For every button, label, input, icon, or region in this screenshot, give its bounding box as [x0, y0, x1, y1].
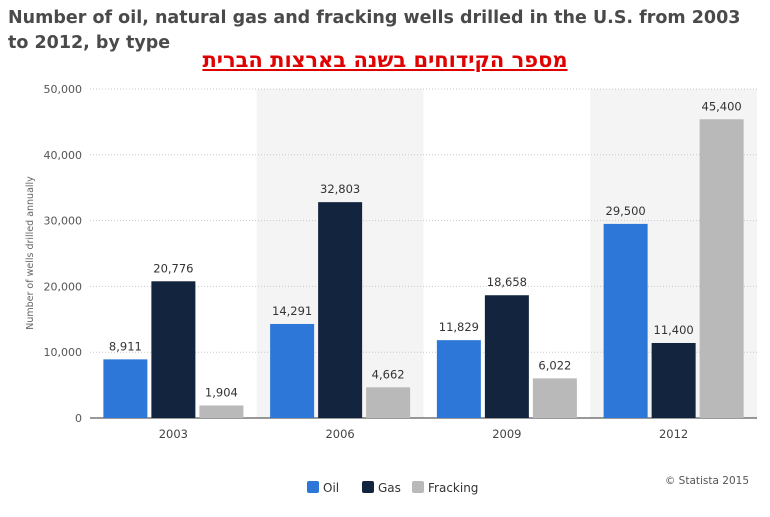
x-tick-label: 2006 [325, 427, 354, 441]
data-label: 29,500 [606, 204, 646, 218]
data-label: 4,662 [372, 367, 405, 381]
data-label: 11,400 [654, 323, 694, 337]
data-label: 20,776 [153, 261, 193, 275]
bar-fracking [366, 387, 411, 418]
legend-label-fracking[interactable]: Fracking [428, 481, 478, 495]
data-labels: 8,911 20,776 1,904 14,291 32,803 4,662 11,829 1… [109, 99, 742, 399]
legend-swatch-oil[interactable] [307, 481, 319, 493]
bar-gas [151, 281, 196, 418]
x-tick-label: 2003 [159, 427, 188, 441]
bars [103, 119, 744, 418]
y-axis-label: Number of wells drilled annually [25, 176, 36, 330]
y-tick-label: 40,000 [44, 149, 83, 162]
data-label: 14,291 [272, 304, 312, 318]
data-label: 45,400 [702, 99, 742, 113]
data-label: 8,911 [109, 339, 142, 353]
x-axis-ticks: 2003 2006 2009 2012 [159, 427, 689, 441]
x-tick-label: 2009 [492, 427, 521, 441]
bar-oil [103, 359, 148, 418]
bar-fracking [699, 119, 744, 418]
y-tick-label: 20,000 [44, 280, 83, 293]
legend-swatch-fracking[interactable] [412, 481, 424, 493]
legend-swatch-gas[interactable] [362, 481, 374, 493]
legend-label-oil[interactable]: Oil [323, 481, 339, 495]
data-label: 32,803 [320, 182, 360, 196]
y-tick-label: 50,000 [44, 83, 83, 96]
data-label: 1,904 [205, 385, 238, 399]
y-tick-label: 30,000 [44, 215, 83, 228]
bar-fracking [532, 378, 577, 418]
data-label: 6,022 [538, 358, 571, 372]
bar-gas [651, 342, 696, 418]
y-axis-ticks: 0 10,000 20,000 30,000 40,000 50,000 [44, 83, 83, 425]
bar-oil [270, 323, 315, 418]
legend[interactable]: Oil Gas Fracking [307, 481, 478, 495]
y-tick-label: 10,000 [44, 346, 83, 359]
bar-gas [484, 295, 529, 418]
chart-title: Number of oil, natural gas and fracking … [8, 8, 741, 53]
bar-fracking [199, 405, 244, 418]
legend-label-gas[interactable]: Gas [378, 481, 401, 495]
x-tick-label: 2012 [659, 427, 688, 441]
data-label: 11,829 [439, 320, 479, 334]
credit-text: © Statista 2015 [665, 475, 749, 487]
bar-oil [603, 223, 648, 418]
bar-oil [436, 340, 481, 418]
chart-subtitle: מספר הקידוחים בשנה בארצות הברית [202, 48, 568, 72]
data-label: 18,658 [487, 275, 527, 289]
bar-gas [318, 202, 363, 418]
y-tick-label: 0 [75, 412, 82, 425]
